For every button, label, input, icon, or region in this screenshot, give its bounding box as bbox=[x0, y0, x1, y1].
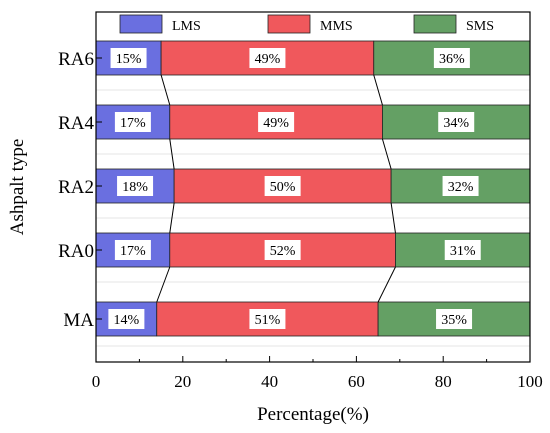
connector-line bbox=[377, 266, 396, 303]
x-tick-label: 20 bbox=[174, 372, 191, 391]
data-label: 51% bbox=[255, 313, 281, 328]
data-label: 49% bbox=[263, 116, 289, 131]
x-axis: 0 20 40 60 80 100 bbox=[92, 356, 543, 391]
data-label: 31% bbox=[450, 244, 476, 259]
y-tick-label: RA6 bbox=[58, 49, 94, 70]
y-axis-title: Ashpalt type bbox=[7, 139, 28, 236]
data-label: 49% bbox=[255, 52, 281, 67]
connector-line bbox=[169, 138, 175, 170]
connector-line bbox=[160, 74, 171, 106]
data-label-box bbox=[110, 48, 147, 68]
data-label: 52% bbox=[270, 244, 296, 259]
data-label: 14% bbox=[114, 313, 140, 328]
data-label-box bbox=[114, 112, 151, 132]
data-label: 15% bbox=[116, 52, 142, 67]
data-label-box bbox=[249, 309, 286, 329]
x-tick-label: 100 bbox=[517, 372, 543, 391]
y-tick-label: RA0 bbox=[58, 241, 94, 262]
legend-label-mms: MMS bbox=[320, 19, 353, 34]
legend-label-sms: SMS bbox=[466, 19, 494, 34]
legend: LMS MMS SMS bbox=[119, 14, 494, 34]
data-label: 17% bbox=[120, 244, 146, 259]
data-label-box bbox=[114, 240, 151, 260]
legend-swatch-sms bbox=[413, 14, 457, 34]
data-label-box bbox=[264, 176, 301, 196]
connector-line bbox=[169, 202, 175, 234]
data-label: 32% bbox=[448, 180, 474, 195]
grid-lines bbox=[96, 89, 530, 347]
y-tick-label: RA2 bbox=[58, 177, 94, 198]
x-tick-label: 40 bbox=[261, 372, 278, 391]
legend-label-lms: LMS bbox=[172, 19, 201, 34]
legend-swatch-lms bbox=[119, 14, 163, 34]
data-label: 17% bbox=[120, 116, 146, 131]
data-label-box bbox=[117, 176, 154, 196]
data-label: 36% bbox=[439, 52, 465, 67]
data-label: 50% bbox=[270, 180, 296, 195]
data-label-box bbox=[264, 240, 301, 260]
bars bbox=[95, 40, 531, 337]
y-axis: MA RA0 RA2 RA4 RA6 bbox=[58, 49, 102, 331]
data-label-box bbox=[438, 112, 475, 132]
data-label-box bbox=[108, 309, 145, 329]
data-label: 18% bbox=[122, 180, 148, 195]
x-tick-label: 60 bbox=[348, 372, 365, 391]
data-label-box bbox=[442, 176, 479, 196]
y-tick-label: MA bbox=[63, 310, 94, 331]
y-tick-label: RA4 bbox=[58, 113, 94, 134]
connector-line bbox=[156, 266, 171, 303]
data-label: 34% bbox=[443, 116, 469, 131]
x-tick-label: 80 bbox=[435, 372, 452, 391]
data-labels: 14% 51% 35% 17% 52% 31% 18% 50% 32% 17% 49% 34% 15% 4… bbox=[108, 48, 481, 329]
x-tick-label: 0 bbox=[92, 372, 101, 391]
data-label-box bbox=[436, 309, 473, 329]
legend-swatch-mms bbox=[267, 14, 311, 34]
connector-line bbox=[381, 138, 392, 170]
connector-lines bbox=[156, 74, 396, 303]
connector-line bbox=[373, 74, 383, 106]
data-label-box bbox=[433, 48, 470, 68]
data-label: 35% bbox=[441, 313, 467, 328]
x-axis-title: Percentage(%) bbox=[257, 404, 369, 425]
data-label-box bbox=[444, 240, 481, 260]
data-label-box bbox=[249, 48, 286, 68]
connector-line bbox=[390, 202, 396, 234]
data-label-box bbox=[258, 112, 295, 132]
